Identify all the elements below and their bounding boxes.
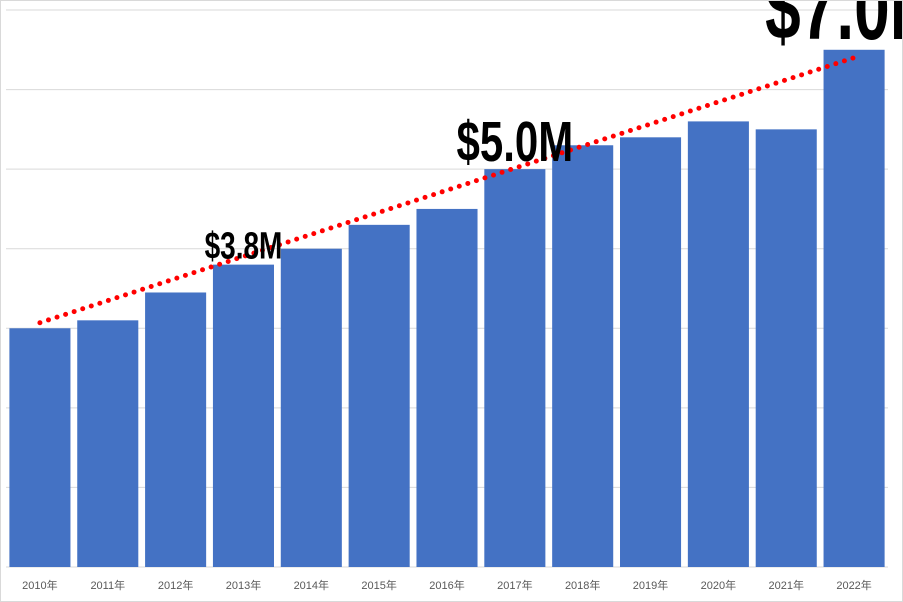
bar bbox=[348, 224, 410, 568]
trendline bbox=[37, 55, 857, 326]
bar bbox=[687, 121, 749, 568]
x-tick-label: 2010年 bbox=[22, 578, 57, 592]
x-tick-label: 2012年 bbox=[158, 578, 193, 592]
x-axis-labels: 2010年 2011年 2012年 2013年 2014年 2015年 2016年 2017年… bbox=[22, 578, 872, 592]
value-callout: $3.8M bbox=[205, 225, 283, 267]
bar bbox=[212, 264, 274, 567]
bar bbox=[280, 248, 342, 567]
x-tick-label: 2017年 bbox=[497, 578, 532, 592]
bar bbox=[823, 49, 885, 568]
bar bbox=[416, 208, 478, 567]
bar bbox=[620, 137, 682, 568]
bar bbox=[755, 129, 817, 567]
callouts: $3.8M $5.0M $7.0M bbox=[205, 0, 903, 267]
x-tick-label: 2016年 bbox=[429, 578, 464, 592]
bar bbox=[9, 328, 71, 567]
x-tick-label: 2018年 bbox=[565, 578, 600, 592]
value-callout: $5.0M bbox=[457, 110, 574, 174]
x-tick-label: 2014年 bbox=[294, 578, 329, 592]
value-callout: $7.0M bbox=[765, 0, 903, 59]
bars bbox=[9, 49, 885, 568]
x-tick-label: 2020年 bbox=[701, 578, 736, 592]
x-tick-label: 2011年 bbox=[90, 578, 125, 592]
x-tick-label: 2021年 bbox=[768, 578, 803, 592]
x-tick-label: 2019年 bbox=[633, 578, 668, 592]
x-tick-label: 2015年 bbox=[361, 578, 396, 592]
x-tick-label: 2022年 bbox=[836, 578, 871, 592]
x-tick-label: 2013年 bbox=[226, 578, 261, 592]
trendline-dotted bbox=[37, 55, 857, 326]
bar bbox=[145, 292, 207, 567]
bar bbox=[484, 169, 546, 567]
bar bbox=[77, 320, 139, 567]
bar bbox=[552, 145, 614, 567]
